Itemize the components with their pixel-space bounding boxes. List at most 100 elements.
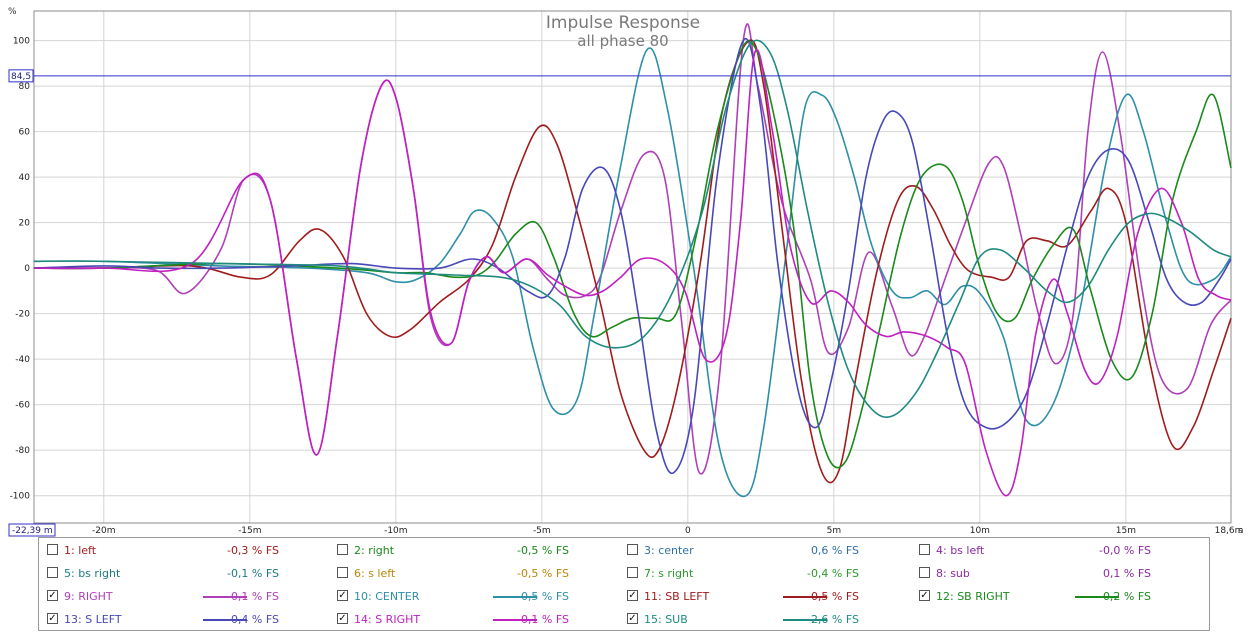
legend-value: -0,4 % FS bbox=[226, 613, 279, 626]
legend-swatch bbox=[203, 619, 247, 621]
series-line-14-s-right bbox=[33, 48, 1232, 497]
legend-value: 0,2 % FS bbox=[1102, 590, 1151, 603]
y-tick-label: -100 bbox=[10, 492, 31, 502]
legend-label: 2: right bbox=[354, 544, 395, 557]
y-axis-unit: % bbox=[8, 7, 17, 17]
legend-value: -0,5 % FS bbox=[516, 590, 569, 603]
chart-subtitle: all phase 80 bbox=[577, 32, 668, 50]
legend-label: 4: bs left bbox=[936, 544, 985, 557]
legend-item[interactable]: ✓ 13: S LEFT -0,4 % FS bbox=[39, 609, 329, 629]
legend-item[interactable]: 5: bs right -0,1 % FS bbox=[39, 563, 329, 583]
legend-value: -0,1 % FS bbox=[226, 567, 279, 580]
x-end-label: 18,6m bbox=[1215, 526, 1244, 536]
x-start-readout: -22,39 m bbox=[8, 523, 56, 537]
legend-row: ✓ 9: RIGHT 0,1 % FS ✓ 10: CENTER -0,5 % FS ✓ 11… bbox=[39, 586, 1209, 606]
legend-label: 5: bs right bbox=[64, 567, 121, 580]
legend-item[interactable]: 1: left -0,3 % FS bbox=[39, 540, 329, 560]
legend-item[interactable]: 8: sub 0,1 % FS bbox=[911, 563, 1201, 583]
legend-value: -0,0 % FS bbox=[1098, 544, 1151, 557]
legend-item[interactable]: 7: s right -0,4 % FS bbox=[619, 563, 909, 583]
legend-value: 2,6 % FS bbox=[810, 613, 859, 626]
legend-checkbox[interactable] bbox=[47, 544, 58, 555]
legend-checkbox[interactable] bbox=[919, 544, 930, 555]
y-tick-label: 100 bbox=[13, 37, 30, 47]
legend-label: 8: sub bbox=[936, 567, 970, 580]
series-layer bbox=[33, 23, 1232, 498]
legend-item[interactable]: ✓ 9: RIGHT 0,1 % FS bbox=[39, 586, 329, 606]
legend-label: 6: s left bbox=[354, 567, 396, 580]
legend-value: 0,5 % FS bbox=[810, 590, 859, 603]
y-tick-label: 60 bbox=[19, 128, 31, 138]
legend-checkbox[interactable]: ✓ bbox=[47, 613, 58, 624]
legend-item[interactable]: 4: bs left -0,0 % FS bbox=[911, 540, 1201, 560]
legend-item[interactable]: ✓ 12: SB RIGHT 0,2 % FS bbox=[911, 586, 1201, 606]
legend-value: -0,5 % FS bbox=[516, 544, 569, 557]
legend-item[interactable]: 3: center 0,6 % FS bbox=[619, 540, 909, 560]
y-tick-label: -40 bbox=[15, 355, 30, 365]
y-tick-label: -60 bbox=[15, 401, 30, 411]
y-tick-label: 20 bbox=[19, 219, 31, 229]
legend-swatch bbox=[1075, 596, 1119, 598]
legend-label: 14: S RIGHT bbox=[354, 613, 421, 626]
legend-item[interactable]: ✓ 15: SUB 2,6 % FS bbox=[619, 609, 909, 629]
legend-value: 0,6 % FS bbox=[810, 544, 859, 557]
x-tick-label: 5m bbox=[827, 526, 842, 536]
series-line-15-sub bbox=[33, 39, 1232, 418]
legend-label: 11: SB LEFT bbox=[644, 590, 710, 603]
legend-checkbox[interactable] bbox=[337, 567, 348, 578]
legend-checkbox[interactable] bbox=[47, 567, 58, 578]
grid-lines bbox=[34, 11, 1231, 523]
series-line-11-sb-left bbox=[33, 39, 1232, 484]
legend-checkbox[interactable]: ✓ bbox=[47, 590, 58, 601]
cursor-readout: 84,5 bbox=[8, 69, 34, 83]
legend-label: 1: left bbox=[64, 544, 97, 557]
y-axis-labels: -100 -80 -60 -40 -20 0 20 40 60 80 100 bbox=[10, 37, 31, 502]
cursor-value: 84,5 bbox=[11, 72, 31, 82]
legend-label: 7: s right bbox=[644, 567, 694, 580]
x-start-value: -22,39 m bbox=[12, 526, 53, 536]
legend-panel: 1: left -0,3 % FS 2: right -0,5 % FS 3: cent… bbox=[38, 537, 1210, 631]
x-axis-labels: -20m -15m -10m -5m 0 5m 10m 15m 18,6m bbox=[92, 526, 1243, 536]
legend-swatch bbox=[493, 596, 537, 598]
legend-item[interactable]: ✓ 11: SB LEFT 0,5 % FS bbox=[619, 586, 909, 606]
legend-checkbox[interactable] bbox=[919, 567, 930, 578]
legend-checkbox[interactable] bbox=[627, 544, 638, 555]
chart-title: Impulse Response bbox=[546, 13, 700, 33]
series-line-10-center bbox=[33, 47, 1232, 498]
y-tick-label: 0 bbox=[24, 264, 30, 274]
x-tick-label: 0 bbox=[685, 526, 691, 536]
legend-checkbox[interactable]: ✓ bbox=[337, 613, 348, 624]
legend-swatch bbox=[493, 619, 537, 621]
y-tick-label: 80 bbox=[19, 82, 31, 92]
y-tick-label: 40 bbox=[19, 173, 31, 183]
legend-value: -0,3 % FS bbox=[226, 544, 279, 557]
plot-frame bbox=[33, 10, 1232, 524]
legend-checkbox[interactable]: ✓ bbox=[627, 613, 638, 624]
legend-item[interactable]: 6: s left -0,5 % FS bbox=[329, 563, 619, 583]
legend-label: 10: CENTER bbox=[354, 590, 420, 603]
x-tick-label: 15m bbox=[1116, 526, 1136, 536]
legend-swatch bbox=[783, 619, 827, 621]
legend-checkbox[interactable] bbox=[627, 567, 638, 578]
legend-checkbox[interactable] bbox=[337, 544, 348, 555]
legend-item[interactable]: ✓ 10: CENTER -0,5 % FS bbox=[329, 586, 619, 606]
x-tick-label: -10m bbox=[384, 526, 407, 536]
legend-label: 13: S LEFT bbox=[64, 613, 122, 626]
legend-checkbox[interactable]: ✓ bbox=[627, 590, 638, 601]
legend-value: -0,4 % FS bbox=[806, 567, 859, 580]
impulse-response-chart[interactable]: -100 -80 -60 -40 -20 0 20 40 60 80 100 -20m -15m -10… bbox=[0, 0, 1248, 540]
legend-checkbox[interactable]: ✓ bbox=[337, 590, 348, 601]
series-line-13-s-left bbox=[33, 37, 1232, 474]
legend-item[interactable]: 2: right -0,5 % FS bbox=[329, 540, 619, 560]
y-tick-label: -20 bbox=[15, 310, 30, 320]
legend-label: 3: center bbox=[644, 544, 694, 557]
legend-label: 12: SB RIGHT bbox=[936, 590, 1010, 603]
legend-value: 0,1 % FS bbox=[1102, 567, 1151, 580]
legend-row: 1: left -0,3 % FS 2: right -0,5 % FS 3: cent… bbox=[39, 540, 1209, 560]
legend-row: ✓ 13: S LEFT -0,4 % FS ✓ 14: S RIGHT 0,1 % FS… bbox=[39, 609, 1209, 629]
legend-checkbox[interactable]: ✓ bbox=[919, 590, 930, 601]
legend-label: 15: SUB bbox=[644, 613, 688, 626]
legend-item[interactable]: ✓ 14: S RIGHT 0,1 % FS bbox=[329, 609, 619, 629]
x-tick-label: 10m bbox=[970, 526, 990, 536]
x-tick-label: -20m bbox=[92, 526, 115, 536]
